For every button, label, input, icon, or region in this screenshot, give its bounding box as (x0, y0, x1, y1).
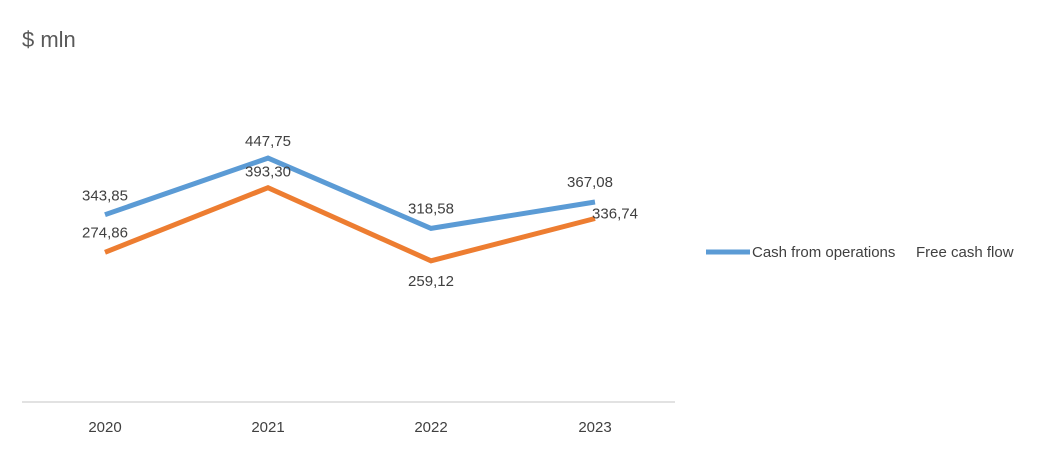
series-line-free-cash-flow (104, 184, 596, 264)
x-tick-label-2021: 2021 (251, 419, 284, 436)
series-line-cash-from-operations (104, 155, 596, 231)
data-labels: 343,85 447,75 318,58 367,08 274,86 393,30 259,… (82, 133, 638, 290)
data-label-fcf-2020: 274,86 (82, 224, 128, 241)
x-tick-label-2022: 2022 (414, 419, 447, 436)
legend-label-free-cash-flow: Free cash flow (916, 244, 1014, 261)
data-label-fcf-2023: 336,74 (592, 206, 638, 223)
data-label-cfo-2021: 447,75 (245, 133, 291, 150)
data-label-cfo-2022: 318,58 (408, 200, 454, 217)
x-tick-label-2020: 2020 (88, 419, 121, 436)
data-label-cfo-2020: 343,85 (82, 188, 128, 205)
legend: Cash from operations Free cash flow (706, 244, 1014, 261)
series-lines (104, 155, 596, 264)
legend-label-cash-from-operations: Cash from operations (752, 244, 895, 261)
x-axis-tick-labels: 2020 2021 2022 2023 (88, 419, 611, 436)
x-tick-label-2023: 2023 (578, 419, 611, 436)
data-label-cfo-2023: 367,08 (567, 174, 613, 191)
data-label-fcf-2022: 259,12 (408, 273, 454, 290)
data-label-fcf-2021: 393,30 (245, 164, 291, 181)
y-axis-unit-label: $ mln (22, 27, 76, 52)
